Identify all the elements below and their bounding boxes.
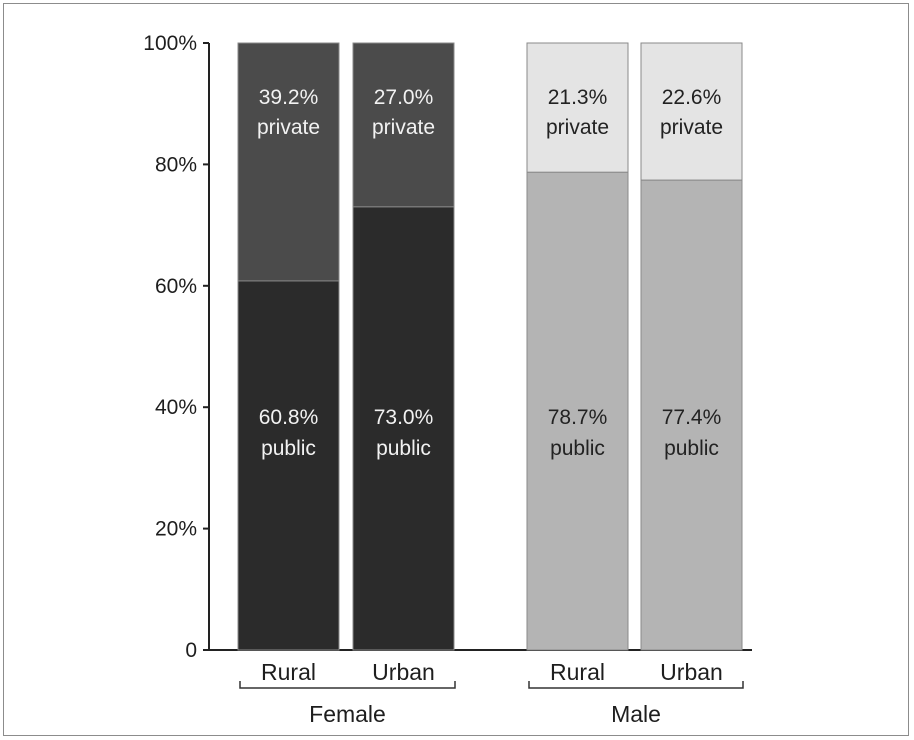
public-value-label: 77.4% bbox=[662, 406, 722, 429]
stacked-bar: 39.2% private 60.8% public bbox=[237, 42, 340, 651]
group-label: Male bbox=[611, 701, 661, 727]
bar-segment-private bbox=[352, 42, 455, 208]
bar-segment-public bbox=[237, 280, 340, 651]
private-value-label: 39.2% bbox=[259, 86, 319, 109]
bar-segment-private bbox=[237, 42, 340, 282]
public-word-label: public bbox=[550, 437, 605, 460]
y-tick-label: 0 bbox=[185, 639, 197, 662]
bar-segment-public bbox=[526, 171, 629, 651]
public-value-label: 60.8% bbox=[259, 406, 319, 429]
x-category-label: Urban bbox=[660, 659, 723, 685]
bars: 39.2% private 60.8% public 27.0% private 73.0%… bbox=[237, 42, 743, 651]
public-value-label: 73.0% bbox=[374, 406, 434, 429]
group-bracket bbox=[528, 681, 744, 689]
y-tick-label: 40% bbox=[155, 396, 197, 419]
private-word-label: private bbox=[257, 116, 320, 139]
stacked-bar: 22.6% private 77.4% public bbox=[640, 42, 743, 651]
group-bracket bbox=[239, 681, 456, 689]
private-word-label: private bbox=[546, 116, 609, 139]
bar-segment-public bbox=[640, 179, 743, 651]
public-word-label: public bbox=[261, 437, 316, 460]
stacked-bar: 21.3% private 78.7% public bbox=[526, 42, 629, 651]
y-tick-label: 100% bbox=[143, 32, 197, 55]
private-value-label: 21.3% bbox=[548, 86, 608, 109]
bar-segment-public bbox=[352, 206, 455, 651]
y-tick-label: 20% bbox=[155, 518, 197, 541]
public-word-label: public bbox=[376, 437, 431, 460]
public-word-label: public bbox=[664, 437, 719, 460]
bar-segment-private bbox=[640, 42, 743, 181]
private-value-label: 22.6% bbox=[662, 86, 722, 109]
group-label: Female bbox=[309, 701, 386, 727]
y-tick-label: 80% bbox=[155, 153, 197, 176]
x-category-label: Rural bbox=[550, 659, 605, 685]
public-value-label: 78.7% bbox=[548, 406, 608, 429]
chart-frame bbox=[3, 3, 909, 736]
stacked-bar: 27.0% private 73.0% public bbox=[352, 42, 455, 651]
y-tick-label: 60% bbox=[155, 275, 197, 298]
x-axis-labels: Rural Urban Rural Urban Female Male bbox=[239, 659, 744, 727]
x-category-label: Urban bbox=[372, 659, 435, 685]
private-word-label: private bbox=[372, 116, 435, 139]
private-value-label: 27.0% bbox=[374, 86, 434, 109]
x-category-label: Rural bbox=[261, 659, 316, 685]
bar-segment-private bbox=[526, 42, 629, 173]
private-word-label: private bbox=[660, 116, 723, 139]
